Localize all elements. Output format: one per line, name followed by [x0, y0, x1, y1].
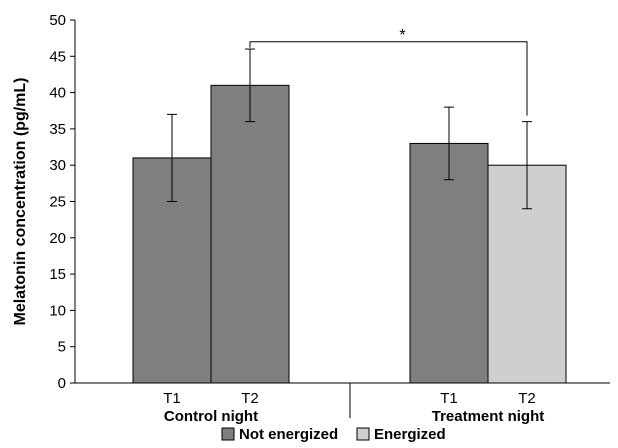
y-tick-label: 0: [58, 375, 66, 392]
y-tick-label: 45: [49, 48, 66, 65]
y-tick-label: 50: [49, 12, 66, 29]
y-tick-label: 30: [49, 157, 66, 174]
significance-bracket: [249, 41, 528, 116]
x-tick-label: T2: [241, 390, 259, 407]
group-label: Treatment night: [432, 408, 545, 425]
y-tick-label: 25: [49, 194, 66, 211]
y-axis-title: Melatonin concentration (pg/mL): [12, 78, 29, 326]
y-tick-label: 40: [49, 85, 66, 102]
x-tick-label: T2: [518, 390, 536, 407]
x-tick-label: T1: [440, 390, 458, 407]
y-tick-label: 5: [58, 339, 66, 356]
y-tick-label: 35: [49, 121, 66, 138]
y-tick-label: 10: [49, 302, 66, 319]
y-tick-label: 15: [49, 266, 66, 283]
x-tick-label: T1: [163, 390, 181, 407]
legend-swatch: [356, 427, 370, 441]
legend-swatch: [221, 427, 235, 441]
bar: [409, 142, 489, 384]
legend-label: Not energized: [239, 426, 338, 443]
legend-label: Energized: [374, 426, 446, 443]
significance-marker: *: [399, 27, 405, 44]
group-label: Control night: [164, 408, 258, 425]
bar: [210, 84, 290, 384]
y-tick-label: 20: [49, 230, 66, 247]
